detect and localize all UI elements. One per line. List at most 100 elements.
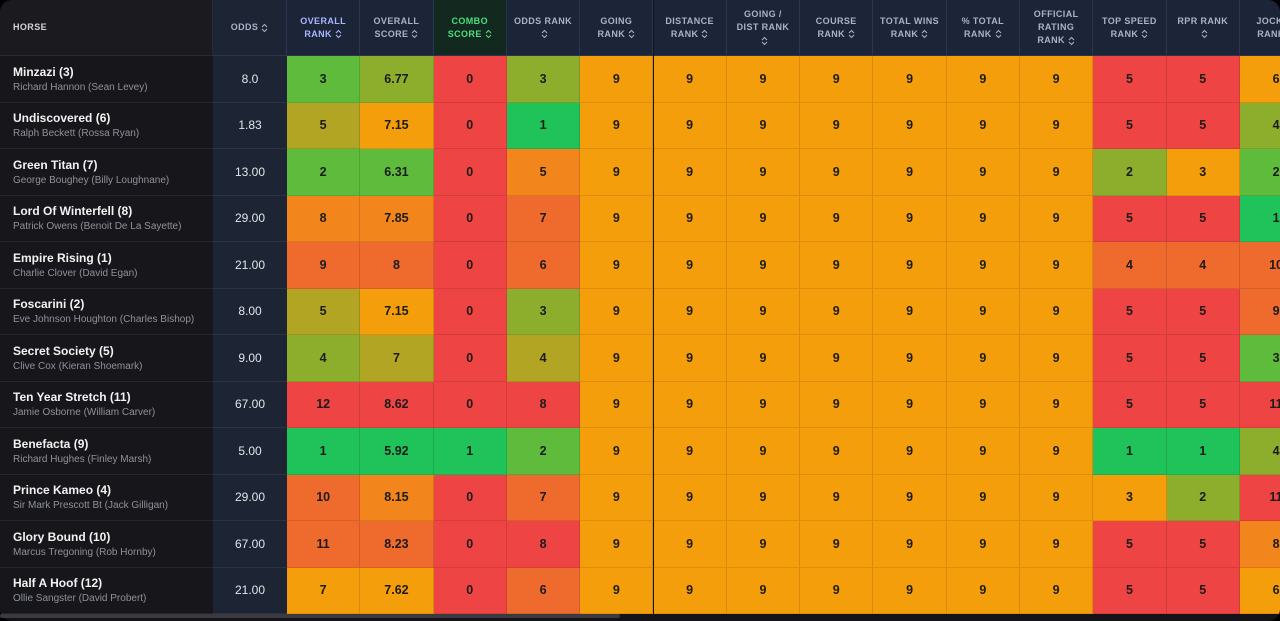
- column-header[interactable]: ODDS RANK: [506, 0, 581, 56]
- horse-cell: Green Titan (7) George Boughey (Billy Lou…: [0, 149, 213, 196]
- score-cell: 5: [287, 102, 361, 149]
- score-cell: 4: [506, 335, 581, 382]
- odds-cell: 1.83: [213, 102, 287, 149]
- horse-name: Prince Kameo (4): [13, 483, 112, 498]
- column-header[interactable]: COMBO SCORE: [433, 0, 507, 56]
- column-header-text: RPR RANK: [1173, 15, 1233, 41]
- scrollbar[interactable]: [0, 614, 620, 618]
- sort-icon[interactable]: [995, 29, 1002, 39]
- score-cell: 6: [506, 567, 581, 614]
- score-cell: 9: [873, 521, 947, 568]
- column-header[interactable]: OFFICIAL RATING RANK: [1020, 0, 1094, 56]
- column-header[interactable]: JOCKEY RANK: [1239, 0, 1280, 56]
- score-cell: 9: [580, 428, 654, 475]
- score-cell: 9: [726, 428, 801, 475]
- score-cell: 5: [506, 149, 581, 196]
- horse-name: Glory Bound (10): [13, 529, 111, 544]
- column-header[interactable]: GOING RANK: [580, 0, 654, 56]
- sort-icon[interactable]: [1141, 29, 1148, 39]
- score-cell: 6: [1239, 567, 1280, 614]
- score-cell: 9: [726, 195, 801, 242]
- horse-cell: Secret Society (5) Clive Cox (Kieran Shoe…: [0, 335, 213, 382]
- score-cell: 9: [1020, 474, 1094, 521]
- horse-cell: Undiscovered (6) Ralph Beckett (Rossa Rya…: [0, 102, 213, 149]
- sort-icon[interactable]: [848, 29, 855, 39]
- score-cell: 5: [1093, 335, 1167, 382]
- odds-cell: 29.00: [213, 474, 287, 521]
- sort-icon[interactable]: [1068, 36, 1075, 46]
- score-cell: 9: [946, 195, 1020, 242]
- column-header-text: % TOTAL RANK: [961, 15, 1005, 39]
- score-cell: 9: [1020, 521, 1094, 568]
- horse-name: Benefacta (9): [13, 436, 89, 451]
- column-header[interactable]: TOP SPEED RANK: [1093, 0, 1167, 56]
- trainer-jockey: Ralph Beckett (Rossa Ryan): [13, 128, 140, 140]
- score-cell: 5.92: [360, 428, 434, 475]
- score-cell: 0: [433, 195, 507, 242]
- score-cell: 9: [726, 474, 801, 521]
- column-header[interactable]: ODDS: [213, 0, 287, 56]
- score-cell: 9: [580, 102, 654, 149]
- score-cell: 1: [1239, 195, 1280, 242]
- column-header[interactable]: TOTAL WINS RANK: [873, 0, 947, 56]
- sort-icon[interactable]: [541, 29, 548, 39]
- score-cell: 0: [433, 149, 507, 196]
- sort-icon[interactable]: [411, 29, 418, 39]
- sort-icon[interactable]: [761, 36, 768, 46]
- score-cell: 9: [873, 102, 947, 149]
- horse-cell: Minzazi (3) Richard Hannon (Sean Levey): [0, 56, 213, 103]
- horse-cell: Lord Of Winterfell (8) Patrick Owens (Ben…: [0, 195, 213, 242]
- score-cell: 9: [800, 428, 874, 475]
- score-cell: 9: [800, 521, 874, 568]
- score-cell: 5: [1093, 56, 1167, 103]
- score-cell: 9: [726, 567, 801, 614]
- sort-icon[interactable]: [701, 29, 708, 39]
- score-cell: 9: [653, 428, 727, 475]
- column-header[interactable]: OVERALL SCORE: [360, 0, 434, 56]
- trainer-jockey: Jamie Osborne (William Carver): [13, 407, 156, 419]
- score-cell: 9: [653, 56, 727, 103]
- score-cell: 3: [1166, 149, 1240, 196]
- odds-cell: 9.00: [213, 335, 287, 382]
- score-cell: 5: [1166, 195, 1240, 242]
- odds-cell: 8.00: [213, 288, 287, 335]
- score-cell: 1: [1093, 428, 1167, 475]
- column-header[interactable]: % TOTAL RANK: [946, 0, 1020, 56]
- column-header-text: JOCKEY RANK: [1256, 15, 1280, 39]
- score-cell: 9: [800, 102, 874, 149]
- score-cell: 9: [946, 335, 1020, 382]
- score-cell: 1: [506, 102, 581, 149]
- column-header-text: COURSE RANK: [815, 15, 857, 39]
- score-cell: 5: [1166, 567, 1240, 614]
- column-header[interactable]: OVERALL RANK: [287, 0, 361, 56]
- score-cell: 0: [433, 521, 507, 568]
- score-cell: 9: [726, 288, 801, 335]
- score-cell: 9: [1020, 149, 1094, 196]
- score-cell: 9: [800, 195, 874, 242]
- sort-icon[interactable]: [261, 23, 268, 33]
- score-cell: 9: [1020, 335, 1094, 382]
- column-header[interactable]: RPR RANK: [1166, 0, 1240, 56]
- score-cell: 0: [433, 381, 507, 428]
- score-cell: 9: [873, 195, 947, 242]
- score-cell: 7.15: [360, 102, 434, 149]
- sort-icon[interactable]: [628, 29, 635, 39]
- sort-icon[interactable]: [921, 29, 928, 39]
- horse-cell: Benefacta (9) Richard Hughes (Finley Mars…: [0, 428, 213, 475]
- score-cell: 3: [1093, 474, 1167, 521]
- sort-icon[interactable]: [335, 29, 342, 39]
- score-cell: 4: [1093, 242, 1167, 289]
- sort-icon[interactable]: [1201, 29, 1208, 39]
- sort-icon[interactable]: [485, 29, 492, 39]
- column-header[interactable]: HORSE: [0, 0, 213, 56]
- score-cell: 8.62: [360, 381, 434, 428]
- column-header[interactable]: DISTANCE RANK: [653, 0, 727, 56]
- score-cell: 9: [873, 428, 947, 475]
- column-header[interactable]: COURSE RANK: [800, 0, 874, 56]
- score-cell: 9: [873, 474, 947, 521]
- score-cell: 9: [580, 521, 654, 568]
- score-cell: 9: [653, 567, 727, 614]
- score-cell: 9: [1020, 195, 1094, 242]
- column-header[interactable]: GOING / DIST RANK: [726, 0, 801, 56]
- column-header-text: COMBO SCORE: [440, 15, 500, 41]
